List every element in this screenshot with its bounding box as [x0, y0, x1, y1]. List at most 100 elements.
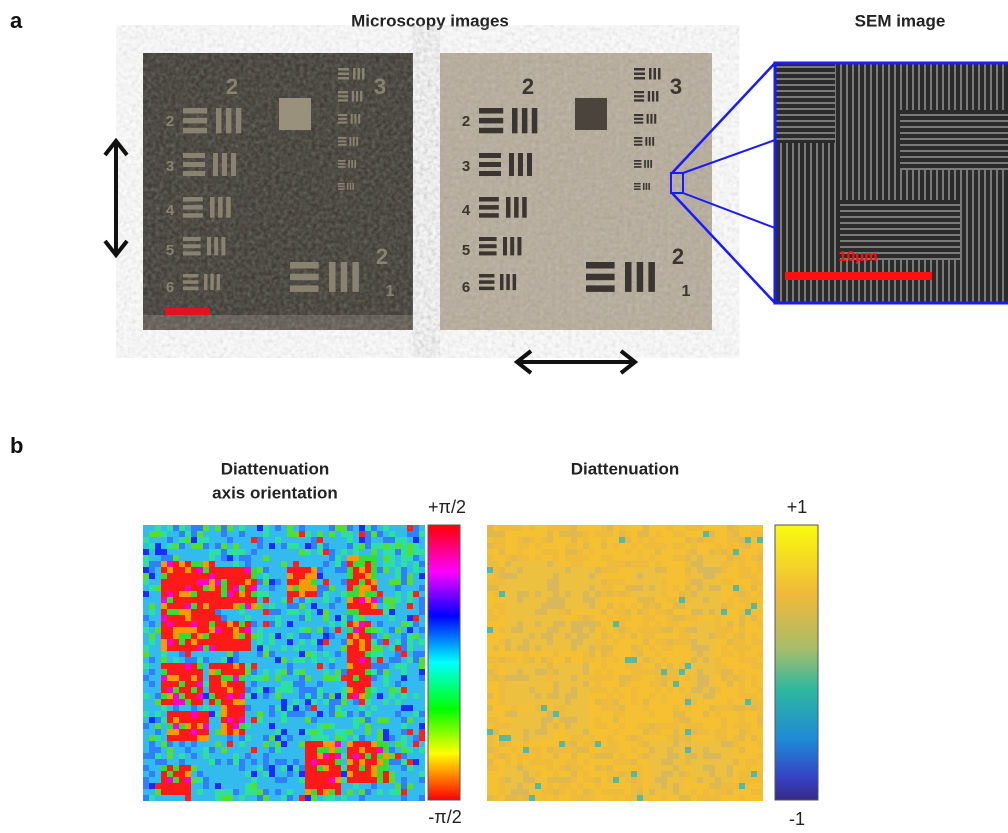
map-pixel [335, 795, 341, 801]
map-pixel [679, 645, 685, 651]
map-pixel [589, 555, 595, 561]
map-pixel [493, 651, 499, 657]
map-pixel [499, 591, 505, 597]
map-pixel [649, 669, 655, 675]
map-pixel [215, 525, 221, 531]
map-pixel [365, 759, 371, 765]
map-pixel [419, 627, 425, 633]
target-bar [634, 160, 641, 162]
map-pixel [287, 687, 293, 693]
map-pixel [559, 681, 565, 687]
map-pixel [323, 783, 329, 789]
map-pixel [691, 711, 697, 717]
map-pixel [697, 609, 703, 615]
map-pixel [365, 555, 371, 561]
map-pixel [679, 759, 685, 765]
map-pixel [655, 567, 661, 573]
map-pixel [571, 771, 577, 777]
map-pixel [329, 651, 335, 657]
map-pixel [541, 741, 547, 747]
map-pixel [733, 639, 739, 645]
map-pixel [257, 525, 263, 531]
map-pixel [493, 717, 499, 723]
map-pixel [535, 693, 541, 699]
map-pixel [149, 573, 155, 579]
map-pixel [673, 525, 679, 531]
map-pixel [293, 591, 299, 597]
map-pixel [407, 531, 413, 537]
map-pixel [613, 747, 619, 753]
map-pixel [691, 759, 697, 765]
map-pixel [745, 627, 751, 633]
map-pixel [523, 669, 529, 675]
map-pixel [209, 531, 215, 537]
map-pixel [631, 789, 637, 795]
map-pixel [347, 765, 353, 771]
map-pixel [727, 687, 733, 693]
map-pixel [751, 795, 757, 801]
map-pixel [275, 735, 281, 741]
map-pixel [203, 651, 209, 657]
map-pixel [341, 591, 347, 597]
map-pixel [239, 579, 245, 585]
map-pixel [625, 615, 631, 621]
map-pixel [323, 543, 329, 549]
map-pixel [305, 753, 311, 759]
map-pixel [715, 543, 721, 549]
map-pixel [263, 591, 269, 597]
map-pixel [383, 651, 389, 657]
map-pixel [703, 693, 709, 699]
map-pixel [233, 579, 239, 585]
map-pixel [661, 555, 667, 561]
map-pixel [359, 531, 365, 537]
map-pixel [401, 771, 407, 777]
map-pixel [547, 693, 553, 699]
target-bar [338, 160, 345, 162]
map-pixel [311, 585, 317, 591]
map-pixel [221, 687, 227, 693]
map-pixel [541, 759, 547, 765]
map-pixel [535, 711, 541, 717]
map-pixel [251, 591, 257, 597]
map-pixel [721, 555, 727, 561]
map-pixel [745, 537, 751, 543]
map-pixel [335, 741, 341, 747]
map-pixel [347, 735, 353, 741]
map-pixel [395, 735, 401, 741]
map-pixel [419, 789, 425, 795]
map-pixel [691, 729, 697, 735]
map-pixel [143, 675, 149, 681]
map-pixel [221, 603, 227, 609]
map-pixel [721, 663, 727, 669]
map-pixel [673, 543, 679, 549]
map-pixel [541, 633, 547, 639]
map-pixel [487, 597, 493, 603]
map-pixel [661, 609, 667, 615]
map-pixel [149, 591, 155, 597]
map-pixel [233, 765, 239, 771]
map-pixel [329, 729, 335, 735]
map-pixel [751, 639, 757, 645]
map-pixel [347, 651, 353, 657]
map-pixel [673, 555, 679, 561]
map-pixel [401, 525, 407, 531]
map-pixel [727, 771, 733, 777]
map-pixel [679, 699, 685, 705]
map-pixel [601, 675, 607, 681]
map-pixel [523, 675, 529, 681]
map-pixel [511, 651, 517, 657]
map-pixel [185, 777, 191, 783]
target-bar [349, 137, 351, 146]
map-pixel [185, 741, 191, 747]
map-pixel [487, 771, 493, 777]
map-pixel [383, 741, 389, 747]
map-pixel [661, 687, 667, 693]
map-pixel [419, 549, 425, 555]
map-pixel [197, 705, 203, 711]
map-pixel [487, 603, 493, 609]
map-pixel [215, 729, 221, 735]
map-pixel [589, 615, 595, 621]
map-pixel [227, 741, 233, 747]
map-pixel [529, 735, 535, 741]
map-pixel [329, 693, 335, 699]
